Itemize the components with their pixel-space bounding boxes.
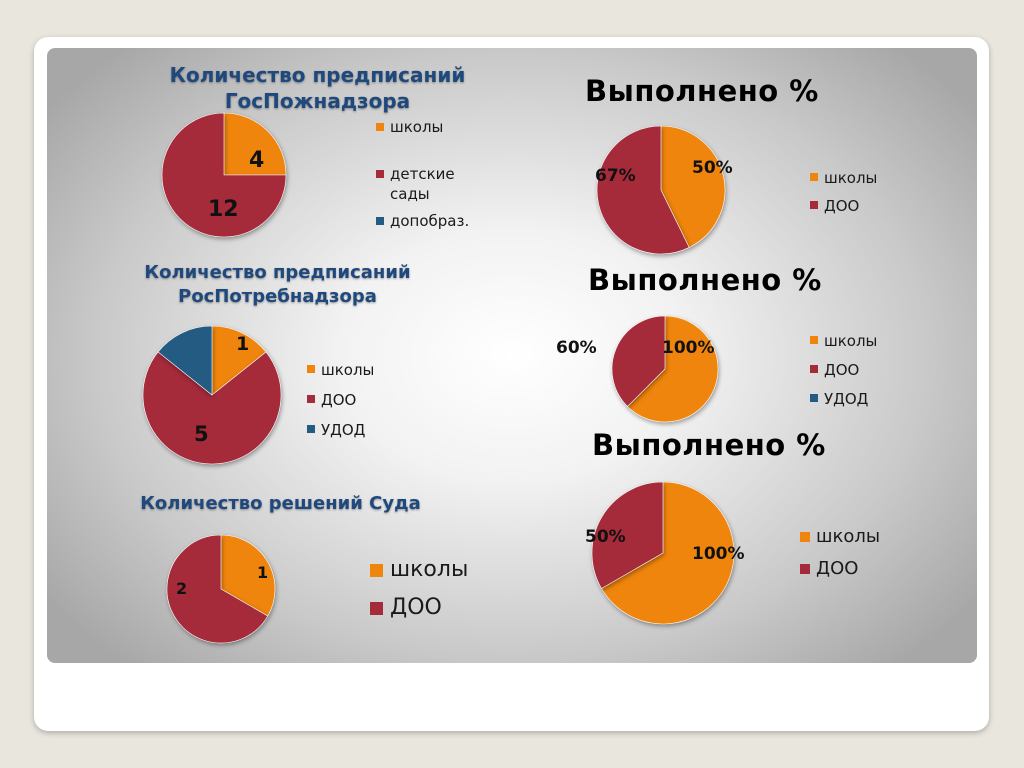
data-label-schools: 4: [249, 148, 265, 173]
legend-label: ДОО: [321, 391, 357, 409]
chart-title-gospozhnadzor: Количество предписаний ГосПожнадзора: [169, 63, 466, 113]
legend-item-kindergartens: детские сады: [376, 164, 486, 204]
legend-item-doo: ДОО: [370, 594, 468, 622]
pie-slice-1: [660, 125, 726, 248]
legend-completed-1: школы ДОО: [810, 166, 877, 218]
legend-completed-2: школы ДОО УДОД: [810, 329, 877, 411]
legend-swatch-orange: [800, 532, 810, 542]
legend-label: школы: [390, 118, 444, 136]
legend-completed-3: школы ДОО: [800, 525, 880, 581]
legend-item-doo: ДОО: [810, 358, 877, 382]
legend-item-doo: ДОО: [800, 557, 880, 581]
legend-label: ДОО: [824, 361, 860, 379]
data-label-schools: 1: [236, 333, 250, 355]
chart-title-completed-3: Выполнено %: [592, 428, 826, 462]
pie-slice-2: [611, 315, 666, 407]
data-label-doo: 67%: [595, 166, 636, 186]
legend-swatch-red: [810, 365, 818, 373]
data-label-schools: 50%: [692, 158, 733, 178]
legend-item-schools: школы: [810, 329, 877, 353]
legend-court: школы ДОО: [370, 556, 468, 622]
legend-label: школы: [390, 557, 469, 582]
pie-slice-2: [591, 481, 664, 589]
legend-swatch-blue: [810, 394, 818, 402]
pie-slice-1: [601, 481, 735, 625]
legend-swatch-orange: [307, 365, 315, 373]
data-label-doo: 5: [194, 422, 209, 446]
data-label-schools: 100%: [662, 338, 715, 358]
legend-label: школы: [824, 332, 878, 350]
legend-swatch-red: [307, 395, 315, 403]
legend-gospozhnadzor: школы детские сады допобраз.: [376, 118, 486, 230]
legend-item-schools: школы: [376, 118, 486, 136]
legend-swatch-blue: [307, 425, 315, 433]
legend-swatch-orange: [810, 173, 818, 181]
legend-rospotrebnadzor: школы ДОО УДОД: [307, 357, 374, 443]
legend-item-schools: школы: [800, 525, 880, 549]
data-label-doo: 60%: [556, 338, 597, 358]
legend-label: ДОО: [816, 558, 859, 579]
legend-item-doo: ДОО: [307, 387, 374, 413]
legend-item-schools: школы: [307, 357, 374, 383]
pie-slice-1: [223, 112, 287, 176]
legend-item-schools: школы: [370, 556, 468, 584]
pie-slice-2: [161, 112, 287, 238]
data-label-kindergartens: 12: [208, 197, 239, 222]
legend-swatch-red: [810, 201, 818, 209]
legend-swatch-blue: [376, 217, 384, 225]
legend-label: ДОО: [390, 595, 442, 620]
chart-title-completed-2: Выполнено %: [588, 263, 822, 297]
legend-label: ДОО: [824, 197, 860, 215]
legend-label: допобраз.: [390, 212, 470, 230]
legend-swatch-red: [376, 170, 384, 178]
chart-title-completed-1: Выполнено %: [585, 74, 819, 108]
legend-swatch-red: [800, 564, 810, 574]
pie-slice-2: [142, 351, 282, 465]
pie-slice-3: [157, 325, 213, 396]
legend-label: детские сады: [390, 165, 455, 203]
legend-item-udod: УДОД: [810, 387, 877, 411]
pie-slice-1: [627, 315, 719, 423]
legend-label: УДОД: [321, 421, 366, 439]
legend-label: школы: [816, 526, 881, 547]
legend-swatch-red: [370, 602, 383, 615]
legend-item-schools: школы: [810, 166, 877, 190]
data-label-schools: 1: [257, 563, 269, 582]
data-label-doo: 50%: [585, 527, 626, 547]
pie-slice-2: [596, 125, 690, 255]
pie-slice-2: [166, 534, 269, 644]
data-label-doo: 2: [176, 579, 188, 598]
legend-label: школы: [321, 361, 375, 379]
legend-label: школы: [824, 169, 878, 187]
legend-label: УДОД: [824, 390, 869, 408]
chart-title-rospotrebnadzor: Количество предписаний РосПотребнадзора: [144, 262, 411, 307]
pie-slice-1: [211, 325, 267, 396]
legend-swatch-orange: [370, 564, 383, 577]
legend-item-udod: УДОД: [307, 417, 374, 443]
legend-item-additional-education: допобраз.: [376, 212, 486, 230]
chart-title-court: Количество решений Суда: [140, 493, 421, 514]
legend-item-doo: ДОО: [810, 194, 877, 218]
legend-swatch-orange: [810, 336, 818, 344]
legend-swatch-orange: [376, 123, 384, 131]
pie-slice-1: [220, 534, 276, 617]
data-label-schools: 100%: [692, 544, 745, 564]
